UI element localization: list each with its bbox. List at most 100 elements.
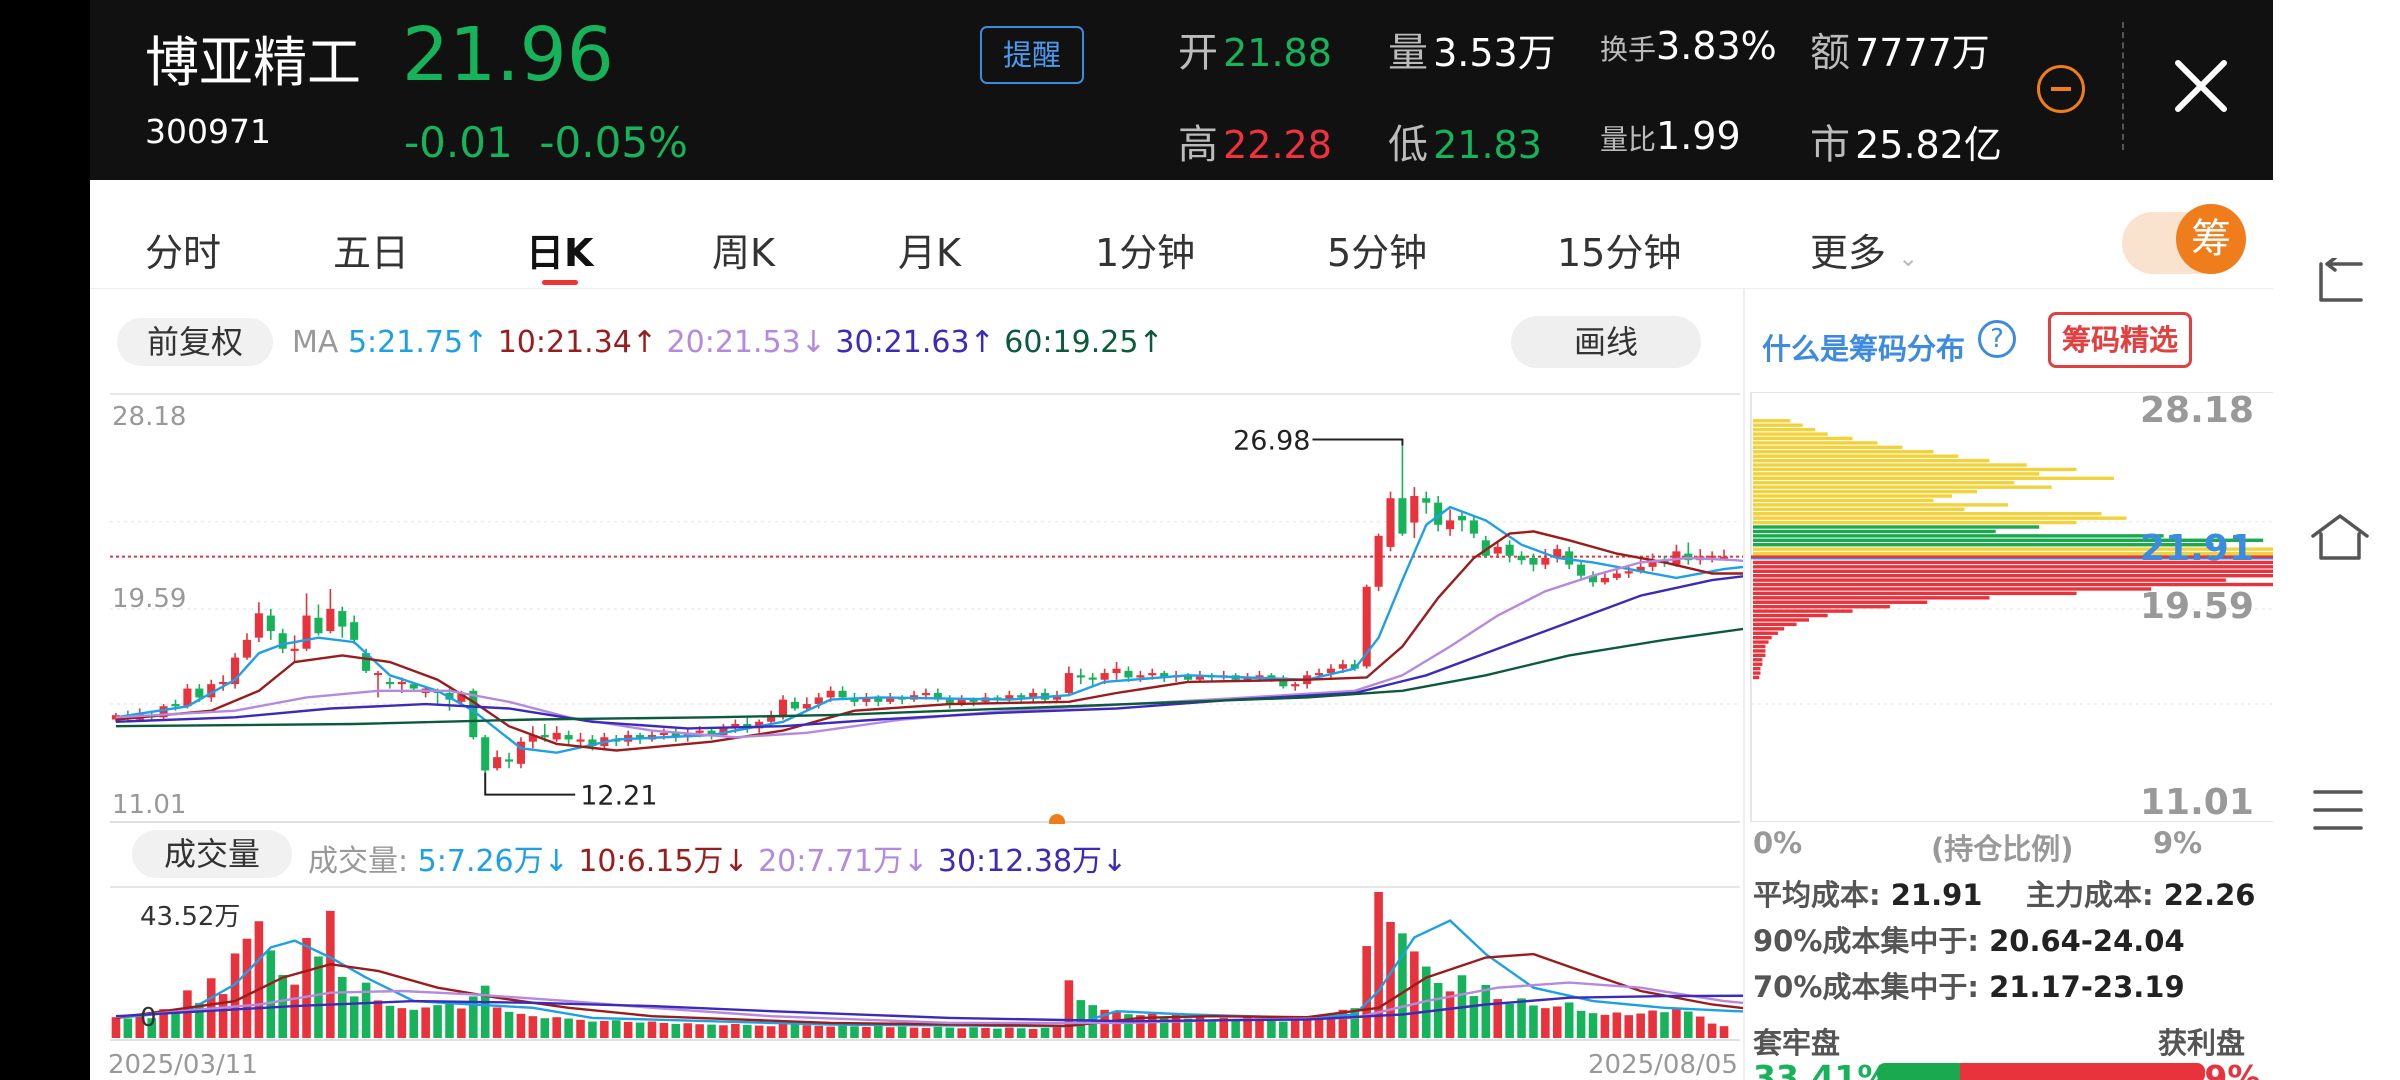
chip-bar [1753, 644, 1766, 649]
close-icon[interactable] [2172, 57, 2230, 115]
candle-body [1553, 549, 1562, 558]
recent-apps-icon[interactable] [2313, 788, 2363, 832]
volume-bar [1707, 1023, 1717, 1038]
volume-bar [1660, 1012, 1669, 1038]
kline-chart[interactable]: 26.98 12.21 [90, 392, 1745, 824]
candle-body [1136, 675, 1145, 678]
chip-bar [1753, 463, 2027, 467]
candle-body [504, 759, 514, 762]
volume-bar [885, 1027, 895, 1038]
tab-5min[interactable]: 5分钟 [1327, 231, 1428, 275]
alert-button[interactable]: 提醒 [980, 26, 1084, 84]
tab-daily-k[interactable]: 日K [526, 231, 594, 275]
candle-body [1636, 566, 1645, 572]
candle-body [528, 735, 537, 742]
volume-bar [302, 938, 311, 1038]
candle-body [1088, 677, 1097, 680]
tab-1min[interactable]: 1分钟 [1095, 231, 1196, 275]
volume-bar [1255, 1018, 1264, 1038]
chip-bar [1753, 476, 2114, 481]
volume-bar [1695, 1016, 1705, 1038]
draw-line-button[interactable]: 画线 [1511, 316, 1701, 368]
volume-ma-legend-item: 30:12.38万↓ [928, 844, 1128, 879]
chip-distribution-help-link[interactable]: 什么是筹码分布 [1762, 332, 1966, 366]
volume-bar [1183, 1018, 1193, 1038]
chip-bar [1753, 485, 2052, 489]
volume-bar [492, 1007, 502, 1038]
volume-bar [159, 1009, 168, 1038]
candle-body [862, 697, 871, 702]
candle-body [1422, 498, 1431, 503]
profit-label: 获利盘 [2158, 1026, 2246, 1060]
chip-bar [1753, 622, 1797, 627]
candle-body [493, 757, 502, 769]
tab-more[interactable]: 更多 ⌄ [1810, 231, 1919, 275]
tab-monthly-k[interactable]: 月K [898, 231, 961, 275]
volume-bar [635, 1022, 645, 1038]
volume-bar [1040, 1027, 1050, 1038]
tab-five-day[interactable]: 五日 [333, 231, 410, 275]
volume-bar [814, 1025, 824, 1038]
volume-bar [588, 1021, 597, 1038]
volume-ma-legend-item: 20:7.71万↓ [748, 844, 929, 879]
volume-bar [897, 1026, 907, 1038]
help-icon[interactable]: ? [1978, 320, 2016, 358]
volume-bar [147, 1018, 156, 1038]
ma-line-ma30 [115, 574, 1745, 730]
volume-bar [135, 1016, 145, 1038]
volume-chart[interactable] [90, 884, 1745, 1044]
candle-body [195, 688, 204, 698]
profit-bar [1960, 1063, 2205, 1080]
back-icon[interactable] [2311, 258, 2367, 306]
volume-bar [1362, 946, 1371, 1038]
chip-select-button[interactable]: 筹码精选 [2048, 312, 2192, 368]
chip-axis-right: 9% [2153, 826, 2203, 860]
chip-axis-left: 0% [1753, 826, 1803, 860]
chip-bar [1753, 450, 1934, 454]
chip-bar [1753, 529, 1996, 534]
volume-bar [1564, 1002, 1574, 1038]
volume-bar [361, 982, 371, 1038]
candle-body [338, 611, 347, 627]
candle-body [1326, 668, 1336, 674]
tab-weekly-k[interactable]: 周K [712, 231, 775, 275]
volume-bar [1505, 1003, 1514, 1038]
volume-bar [600, 1020, 609, 1038]
chip-toggle-knob[interactable]: 筹 [2176, 204, 2246, 274]
volume-bar [1600, 1014, 1610, 1038]
volume-bar [504, 1011, 514, 1038]
volume-bar [1517, 998, 1526, 1038]
candle-body [1588, 575, 1598, 583]
adjust-mode-button[interactable]: 前复权 [117, 318, 273, 366]
candle-body [564, 735, 573, 740]
volume-bar [1290, 1020, 1300, 1038]
chip-bar [1753, 551, 2273, 556]
volume-bar [230, 953, 240, 1038]
chip-bar [1753, 427, 1816, 432]
left-black-bar [0, 0, 90, 1080]
volume-indicator-button[interactable]: 成交量 [132, 830, 292, 878]
chip-bar [1753, 543, 2214, 547]
chip-bar [1753, 635, 1772, 640]
candle-body [314, 617, 323, 634]
volume-bar [623, 1021, 633, 1038]
chip-bar [1753, 569, 2273, 573]
volume-max-label: 43.52万 [140, 902, 241, 932]
volume-bar [611, 1020, 621, 1038]
volume-bar [707, 1024, 716, 1038]
volume-bar [552, 1017, 561, 1038]
volume-bar [742, 1024, 752, 1038]
x-axis-end-date: 2025/08/05 [1588, 1050, 1738, 1080]
ma-legend-item: 10:21.34↑ [488, 325, 658, 360]
home-icon[interactable] [2309, 512, 2371, 562]
remove-watchlist-icon[interactable] [2037, 65, 2085, 113]
tab-fenshi[interactable]: 分时 [145, 231, 222, 275]
chip-bar [1753, 436, 1853, 441]
candle-body [302, 615, 311, 649]
candle-body [1064, 673, 1073, 693]
chip-bar [1753, 445, 1903, 450]
candle-body [516, 741, 526, 764]
chip-bar [1753, 467, 2077, 472]
volume-bar [1314, 1016, 1324, 1038]
tab-15min[interactable]: 15分钟 [1557, 231, 1682, 275]
